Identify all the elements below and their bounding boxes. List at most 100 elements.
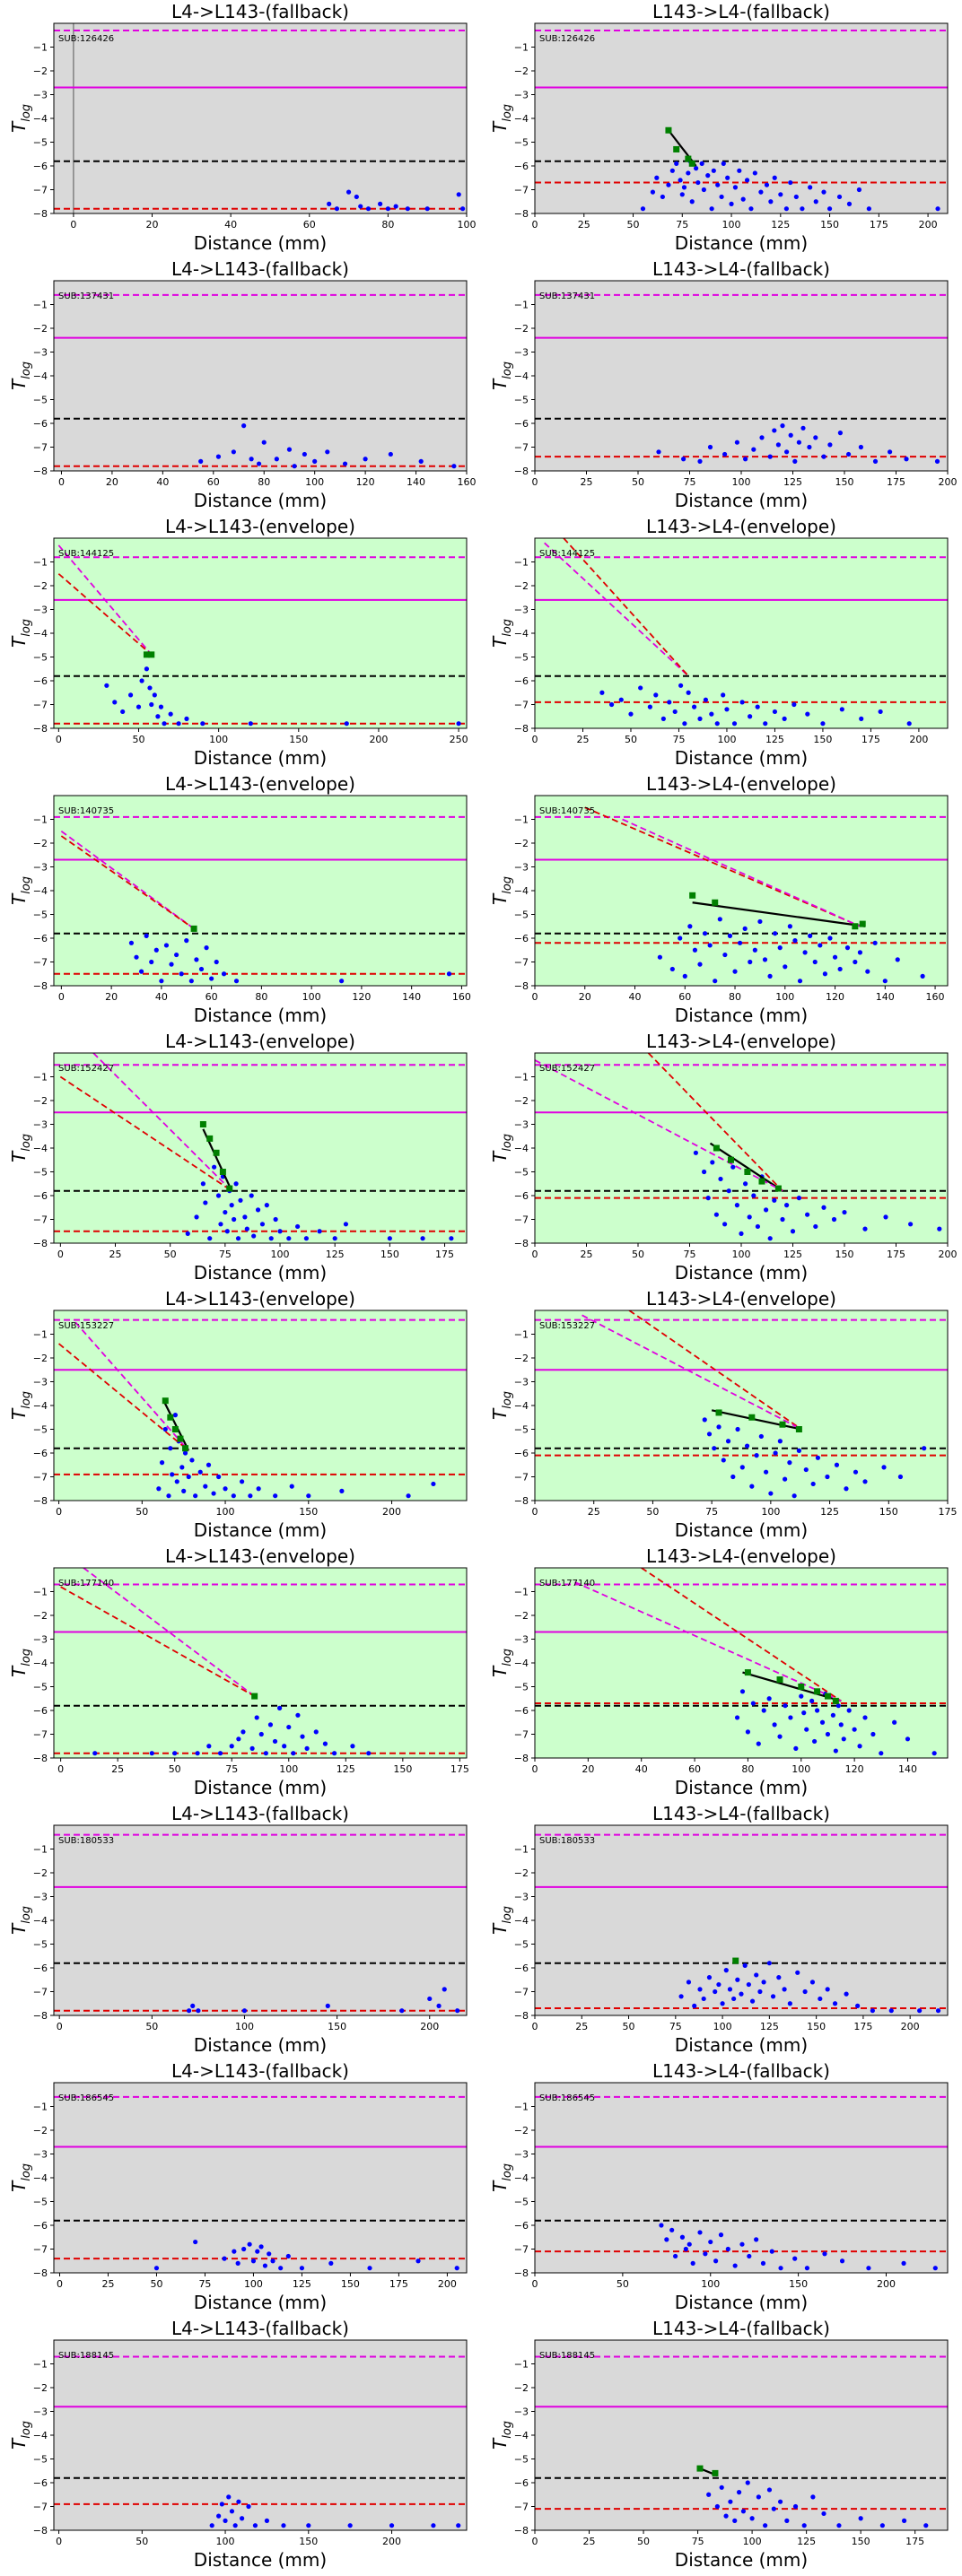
x-tick-label: 50: [646, 1506, 659, 1518]
data-point: [888, 449, 893, 455]
x-tick-label: 140: [876, 991, 895, 1003]
data-point: [292, 464, 297, 469]
data-point: [726, 1188, 731, 1194]
y-tick-label: −8: [33, 208, 48, 220]
y-tick-label: −8: [33, 980, 48, 992]
chart-panel-0: −8 −7 −6 −5 −4 −3 −2 −1 0 20 40 60 80 100 L4->L143-(fa…: [8, 1, 477, 254]
data-point: [451, 464, 457, 469]
y-tick-label: −1: [33, 42, 48, 54]
data-point: [331, 1751, 337, 1756]
data-point: [852, 1727, 857, 1732]
x-tick-label: 120: [845, 1763, 864, 1775]
data-point: [216, 2513, 222, 2519]
data-point: [739, 2241, 745, 2247]
subject-label: SUB:177140: [539, 1579, 595, 1588]
fit-segment-magenta: [544, 542, 689, 677]
y-tick-label: −2: [514, 1610, 529, 1622]
subject-label: SUB:188145: [539, 2351, 595, 2361]
y-tick-label: −7: [514, 1472, 529, 1484]
data-point: [697, 716, 703, 721]
chart-title: L4->L143-(fallback): [171, 2060, 349, 2082]
data-point: [818, 943, 823, 948]
plot-background: [54, 1053, 467, 1243]
data-point: [723, 2513, 729, 2519]
x-tick-label: 175: [939, 1506, 958, 1518]
y-tick-label: −1: [33, 1072, 48, 1083]
fit-segment-magenta: [535, 1059, 783, 1192]
envelope-point: [665, 126, 672, 134]
data-point: [711, 168, 716, 173]
data-point: [236, 1736, 241, 1742]
y-tick-label: −7: [514, 1214, 529, 1226]
data-point: [664, 2237, 669, 2242]
data-point: [174, 1479, 179, 1484]
data-point: [760, 2260, 766, 2266]
data-point: [248, 721, 253, 727]
y-tick-label: −5: [33, 652, 48, 664]
y-tick-label: −7: [33, 1987, 48, 1998]
data-point: [846, 201, 853, 206]
x-tick-label: 150: [289, 734, 308, 745]
data-point: [223, 1209, 228, 1215]
envelope-point: [685, 155, 692, 162]
data-point: [363, 457, 368, 462]
data-point: [782, 716, 787, 721]
x-tick-label: 200: [939, 1249, 958, 1260]
data-point: [252, 2523, 258, 2528]
data-point: [793, 1745, 799, 1751]
data-point: [739, 1689, 746, 1694]
data-point: [787, 924, 792, 929]
data-point: [732, 969, 738, 974]
y-tick-label: −8: [514, 723, 529, 735]
data-point: [701, 1996, 706, 2002]
data-point: [757, 1989, 763, 1995]
y-axis-label: Tlog: [489, 1906, 514, 1935]
y-tick-label: −7: [33, 957, 48, 969]
data-point: [272, 1738, 278, 1745]
y-tick-label: −1: [514, 300, 529, 311]
data-point: [859, 716, 864, 721]
chart-title: L4->L143-(envelope): [165, 773, 355, 795]
x-tick-label: 150: [807, 2021, 826, 2032]
x-tick-label: 125: [293, 2278, 311, 2290]
data-point: [149, 959, 154, 965]
data-point: [706, 1432, 713, 1437]
fit-segment-magenta: [83, 1568, 256, 1697]
data-point: [895, 957, 900, 962]
data-point: [246, 2503, 251, 2510]
subject-label: SUB:152427: [539, 1064, 595, 1074]
data-point: [281, 2523, 286, 2528]
data-point: [772, 709, 778, 715]
y-tick-label: −7: [514, 1987, 529, 1998]
x-tick-label: 200: [877, 2278, 896, 2290]
y-tick-label: −6: [514, 1190, 529, 1202]
data-point: [827, 442, 833, 448]
x-tick-label: 75: [672, 734, 685, 745]
data-point: [327, 201, 332, 206]
data-point: [277, 1705, 283, 1710]
x-tick-label: 80: [255, 991, 267, 1003]
data-point: [749, 2516, 755, 2521]
x-tick-label: 100: [761, 1506, 780, 1518]
data-point: [660, 194, 665, 200]
data-point: [339, 1488, 345, 1493]
x-tick-label: 0: [56, 1506, 62, 1518]
y-tick-label: −8: [33, 2267, 48, 2279]
subject-label: SUB:177140: [58, 1579, 114, 1588]
data-point: [678, 1994, 684, 1999]
data-point: [826, 206, 833, 212]
x-axis-label: Distance (mm): [675, 232, 808, 254]
data-point: [855, 2003, 861, 2008]
chart-title: L143->L4-(envelope): [646, 773, 836, 795]
data-point: [358, 204, 363, 209]
data-point: [193, 2239, 198, 2245]
y-tick-label: −8: [514, 208, 529, 220]
data-point: [808, 185, 813, 190]
data-point: [729, 201, 734, 206]
data-point: [725, 2246, 730, 2252]
data-point: [267, 1722, 274, 1727]
data-point: [166, 1493, 171, 1499]
plot-background: [54, 281, 467, 471]
chart-panel-2: −8 −7 −6 −5 −4 −3 −2 −1 0 20 40 60 80 100 120 140 160 L4-…: [8, 258, 477, 511]
x-tick-label: 150: [879, 1506, 898, 1518]
